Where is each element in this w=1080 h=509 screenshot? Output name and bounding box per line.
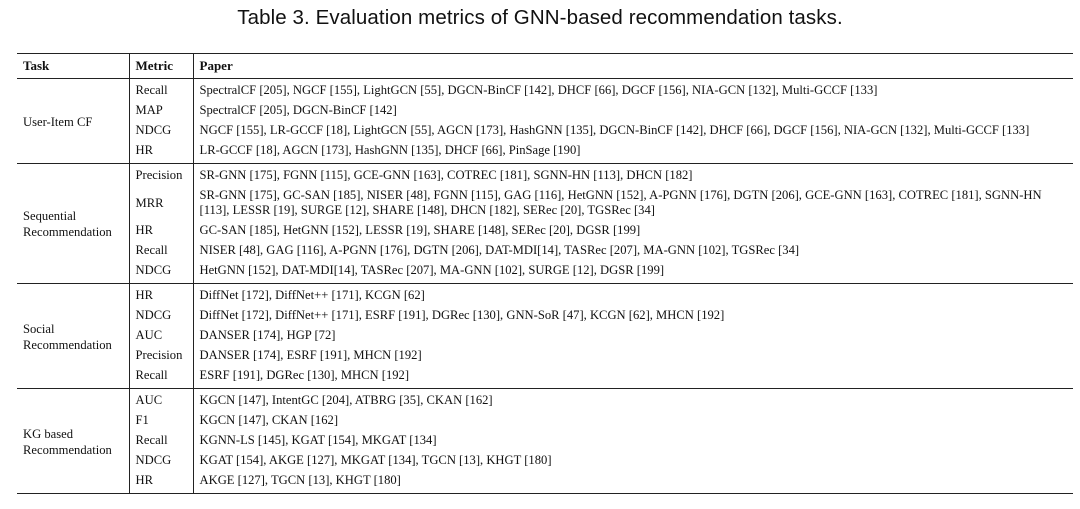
task-cell: Sequential Recommendation [23, 209, 112, 239]
table-row: Precision DANSER [174], ESRF [191], MHCN… [17, 346, 1073, 366]
papers-cell: NISER [48], GAG [116], A-PGNN [176], DGT… [192, 241, 1073, 261]
metric-cell: MRR [128, 186, 193, 221]
table-row: NDCG KGAT [154], AKGE [127], MKGAT [134]… [17, 451, 1073, 471]
table-row: Recall ESRF [191], DGRec [130], MHCN [19… [17, 366, 1073, 389]
table-row: AUC DANSER [174], HGP [72] [17, 326, 1073, 346]
group-kg-based-recommendation: KG based Recommendation AUC KGCN [147], … [17, 388, 1073, 494]
header-metric: Metric [128, 53, 193, 79]
table-row: MAP SpectralCF [205], DGCN-BinCF [142] [17, 101, 1073, 121]
metric-cell: HR [128, 221, 193, 241]
metrics-table: Task Metric Paper User-Item CF Recall Sp… [17, 53, 1073, 494]
metric-cell: AUC [128, 388, 193, 411]
papers-cell: DANSER [174], ESRF [191], MHCN [192] [192, 346, 1073, 366]
metrics-table-container: Task Metric Paper User-Item CF Recall Sp… [17, 53, 1073, 494]
metric-cell: Recall [128, 431, 193, 451]
table-row: Recall KGNN-LS [145], KGAT [154], MKGAT … [17, 431, 1073, 451]
metric-cell: NDCG [128, 451, 193, 471]
papers-cell: KGCN [147], IntentGC [204], ATBRG [35], … [192, 388, 1073, 411]
table-row: Sequential Recommendation Precision SR-G… [17, 163, 1073, 239]
metric-cell: HR [128, 471, 193, 494]
table-row: Social Recommendation HR DiffNet [172], … [17, 283, 1073, 352]
papers-cell: KGNN-LS [145], KGAT [154], MKGAT [134] [192, 431, 1073, 451]
header-row: Task Metric Paper [17, 53, 1073, 79]
metric-cell: NDCG [128, 306, 193, 326]
group-social-recommendation: Social Recommendation HR DiffNet [172], … [17, 283, 1073, 389]
task-cell: KG based Recommendation [23, 426, 112, 457]
metric-cell: NDCG [128, 261, 193, 284]
papers-cell: SR-GNN [175], FGNN [115], GCE-GNN [163],… [192, 163, 1073, 186]
metric-cell: Precision [128, 346, 193, 366]
papers-cell: DiffNet [172], DiffNet++ [171], KCGN [62… [192, 283, 1073, 306]
papers-cell: SR-GNN [175], GC-SAN [185], NISER [48], … [192, 186, 1073, 221]
papers-cell: AKGE [127], TGCN [13], KHGT [180] [192, 471, 1073, 494]
metric-cell: HR [128, 141, 193, 164]
table-row: NDCG HetGNN [152], DAT-MDI[14], TASRec [… [17, 261, 1073, 284]
papers-cell: LR-GCCF [18], AGCN [173], HashGNN [135],… [192, 141, 1073, 164]
group-sequential-recommendation: Sequential Recommendation Precision SR-G… [17, 163, 1073, 284]
metric-cell: Recall [128, 241, 193, 261]
papers-cell: GC-SAN [185], HetGNN [152], LESSR [19], … [192, 221, 1073, 241]
table-row: NDCG DiffNet [172], DiffNet++ [171], ESR… [17, 306, 1073, 326]
papers-cell: DANSER [174], HGP [72] [192, 326, 1073, 346]
group-user-item-cf: User-Item CF Recall SpectralCF [205], NG… [17, 78, 1073, 164]
table-row: KG based Recommendation AUC KGCN [147], … [17, 388, 1073, 457]
papers-cell: KGCN [147], CKAN [162] [192, 411, 1073, 431]
table-row: Recall NISER [48], GAG [116], A-PGNN [17… [17, 241, 1073, 261]
table-row: MRR SR-GNN [175], GC-SAN [185], NISER [4… [17, 186, 1073, 221]
metric-cell: MAP [128, 101, 193, 121]
task-cell: User-Item CF [23, 114, 93, 129]
metric-cell: Precision [128, 163, 193, 186]
table-row: NDCG NGCF [155], LR-GCCF [18], LightGCN … [17, 121, 1073, 141]
table-row: HR AKGE [127], TGCN [13], KHGT [180] [17, 471, 1073, 494]
header-task: Task [23, 58, 50, 73]
papers-cell: HetGNN [152], DAT-MDI[14], TASRec [207],… [192, 261, 1073, 284]
papers-cell: SpectralCF [205], DGCN-BinCF [142] [192, 101, 1073, 121]
table-row: User-Item CF Recall SpectralCF [205], NG… [17, 78, 1073, 129]
metric-cell: HR [128, 283, 193, 306]
task-cell: Social Recommendation [23, 321, 112, 352]
table-row: HR LR-GCCF [18], AGCN [173], HashGNN [13… [17, 141, 1073, 164]
header-paper: Paper [192, 53, 1073, 79]
metric-cell: NDCG [128, 121, 193, 141]
papers-cell: SpectralCF [205], NGCF [155], LightGCN [… [192, 78, 1073, 101]
table-row: F1 KGCN [147], CKAN [162] [17, 411, 1073, 431]
metric-cell: Recall [128, 78, 193, 101]
papers-cell: ESRF [191], DGRec [130], MHCN [192] [192, 366, 1073, 389]
papers-cell: DiffNet [172], DiffNet++ [171], ESRF [19… [192, 306, 1073, 326]
papers-cell: NGCF [155], LR-GCCF [18], LightGCN [55],… [192, 121, 1073, 141]
table-row: HR GC-SAN [185], HetGNN [152], LESSR [19… [17, 221, 1073, 241]
metric-cell: AUC [128, 326, 193, 346]
papers-cell: KGAT [154], AKGE [127], MKGAT [134], TGC… [192, 451, 1073, 471]
table-caption: Table 3. Evaluation metrics of GNN-based… [237, 6, 843, 29]
metric-cell: F1 [128, 411, 193, 431]
metric-cell: Recall [128, 366, 193, 389]
